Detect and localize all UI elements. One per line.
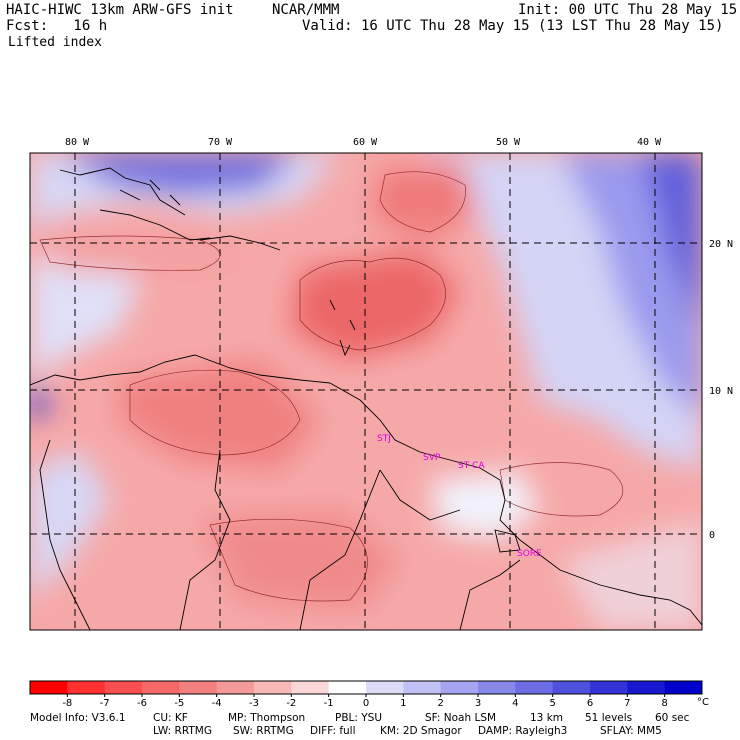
lon-label: 80 W: [65, 137, 90, 148]
colorbar-tick-label: -4: [212, 698, 222, 709]
model-info-res: 13 km: [530, 712, 564, 724]
lat-label: 10 N: [709, 386, 733, 397]
lat-label: 20 N: [709, 239, 733, 250]
colorbar-tick-label: 5: [549, 698, 555, 709]
station-label: SORE: [517, 549, 542, 559]
lat-label: 0: [709, 530, 715, 541]
coastlines: [30, 167, 702, 630]
colorbar-tick-label: -6: [137, 698, 147, 709]
model-info-km: KM: 2D Smagor: [380, 725, 462, 737]
model-info-levels: 51 levels: [585, 712, 633, 724]
colorbar-tick-label: 4: [512, 698, 518, 709]
org-label: NCAR/MMM: [272, 2, 340, 18]
colorbar-swatch: [291, 681, 330, 694]
model-info-timestep: 60 sec: [655, 712, 690, 724]
colorbar-swatch: [366, 681, 404, 694]
colorbar-tick-label: -7: [100, 698, 110, 709]
model-info-cu: CU: KF: [153, 712, 188, 724]
colorbar-swatch: [664, 681, 703, 694]
model-title: HAIC-HIWC 13km ARW-GFS init: [6, 2, 234, 18]
colorbar-tick-label: 6: [587, 698, 593, 709]
lon-label: 60 W: [353, 137, 378, 148]
lon-label: 40 W: [637, 137, 662, 148]
colorbar-tick-label: 7: [624, 698, 630, 709]
colorbar-tick-label: -5: [174, 698, 184, 709]
lat-lon-grid: [30, 153, 702, 630]
station-label: ST CA: [458, 461, 485, 471]
colorbar-tick-label: 8: [661, 698, 667, 709]
model-info-sw: SW: RRTMG: [233, 725, 294, 737]
colorbar-swatch: [30, 681, 68, 694]
colorbar-tick-label: 2: [437, 698, 443, 709]
colorbar-swatch: [142, 681, 180, 694]
colorbar-swatch: [179, 681, 218, 694]
colorbar-tick-label: -3: [249, 698, 259, 709]
colorbar-tick-label: -2: [286, 698, 296, 709]
colorbar-swatch: [403, 681, 442, 694]
colorbar-swatch: [627, 681, 666, 694]
colorbar-swatch: [515, 681, 554, 694]
colorbar-tick-label: -1: [324, 698, 334, 709]
colorbar-tick-label: -8: [62, 698, 72, 709]
field-name: Lifted index: [8, 35, 102, 50]
model-info-pbl: PBL: YSU: [335, 712, 383, 724]
colorbar-tick-label: 3: [475, 698, 481, 709]
station-label: SVP: [423, 453, 441, 463]
model-info-sflay: SFLAY: MM5: [600, 725, 662, 737]
colorbar-tick-label: 1: [400, 698, 406, 709]
valid-time: Valid: 16 UTC Thu 28 May 15 (13 LST Thu …: [302, 18, 724, 34]
colorbar-unit: °C: [697, 697, 709, 708]
lon-label: 50 W: [496, 137, 521, 148]
model-info-sf: SF: Noah LSM: [425, 712, 497, 724]
model-info-mp: MP: Thompson: [228, 712, 306, 724]
model-info-damp: DAMP: Rayleigh3: [478, 725, 568, 737]
init-time: Init: 00 UTC Thu 28 May 15: [518, 2, 738, 18]
colorbar-swatch: [67, 681, 106, 694]
model-info-version: Model Info: V3.6.1: [30, 712, 126, 724]
colorbar-swatch: [440, 681, 479, 694]
colorbar: [29, 680, 703, 695]
colorbar-tick-label: 0: [363, 698, 369, 709]
colorbar-swatch: [104, 681, 143, 694]
forecast-hour: Fcst: 16 h: [6, 18, 108, 34]
colorbar-swatch: [254, 681, 292, 694]
colorbar-swatch: [552, 681, 591, 694]
map-field: [30, 153, 702, 630]
station-label: STJ: [377, 434, 391, 444]
colorbar-swatch: [478, 681, 516, 694]
model-info-diff: DIFF: full: [310, 725, 356, 737]
colorbar-ticks: -8 -7 -6 -5 -4 -3 -2 -1 0 1 2 3 4 5 6 7 8: [62, 694, 668, 709]
model-info-lw: LW: RRTMG: [153, 725, 212, 737]
colorbar-swatch: [590, 681, 628, 694]
colorbar-swatch: [216, 681, 255, 694]
colorbar-swatch: [328, 681, 367, 694]
lon-label: 70 W: [208, 137, 233, 148]
